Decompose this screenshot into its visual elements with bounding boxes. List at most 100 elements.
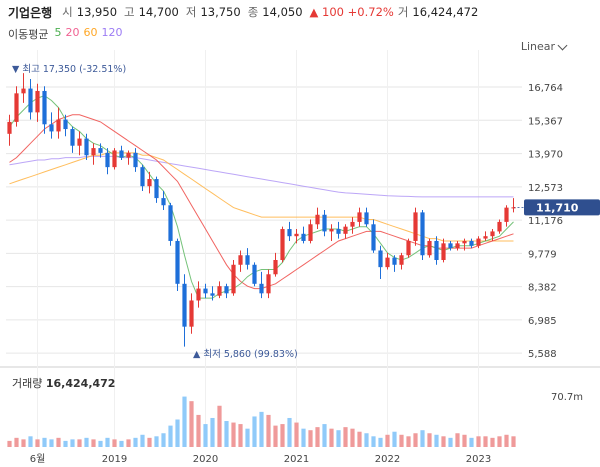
candle bbox=[273, 252, 278, 277]
candle bbox=[329, 224, 334, 241]
ma-5[interactable]: 5 bbox=[54, 26, 62, 39]
candle-body bbox=[371, 224, 376, 251]
candle-body bbox=[105, 152, 110, 168]
y-tick-label: 16,764 bbox=[528, 83, 563, 94]
volume-bar bbox=[329, 428, 334, 447]
candle-body bbox=[98, 148, 103, 153]
volume-bar bbox=[399, 434, 404, 447]
volume-bar bbox=[315, 427, 320, 447]
candle bbox=[462, 238, 467, 251]
candle-body bbox=[259, 283, 264, 294]
ma-20[interactable]: 20 bbox=[65, 26, 80, 39]
candle bbox=[77, 131, 82, 156]
candle bbox=[245, 248, 250, 270]
moving-average-legend[interactable]: 이동평균 5 20 60 120 bbox=[8, 26, 122, 42]
volume-bar bbox=[476, 436, 481, 447]
candle-body bbox=[357, 212, 362, 222]
candle-body bbox=[364, 212, 369, 225]
volume-bar bbox=[21, 439, 26, 447]
candle-body bbox=[35, 90, 40, 113]
volume-bar bbox=[294, 422, 299, 447]
candle-body bbox=[56, 119, 61, 132]
x-tick-label: 2020 bbox=[193, 454, 218, 465]
volume-bar bbox=[455, 433, 460, 447]
candle bbox=[357, 207, 362, 227]
volume-value: 16,424,472 bbox=[412, 5, 479, 19]
volume-bar bbox=[98, 440, 103, 447]
candles bbox=[7, 73, 516, 347]
volume-bar bbox=[259, 411, 264, 447]
candle bbox=[154, 176, 159, 203]
volume-bar bbox=[14, 437, 19, 447]
volume-bar bbox=[420, 430, 425, 447]
candle-body bbox=[182, 283, 187, 327]
volume-bar bbox=[154, 436, 159, 447]
y-tick-label: 6,985 bbox=[528, 316, 557, 327]
candle bbox=[448, 240, 453, 251]
candle-body bbox=[224, 286, 229, 294]
candle-body bbox=[238, 255, 243, 265]
candle-body bbox=[77, 138, 82, 146]
volume-bar bbox=[371, 436, 376, 447]
candle bbox=[378, 245, 383, 280]
candle-body bbox=[84, 138, 89, 156]
candle-body bbox=[462, 240, 467, 244]
volume-bar bbox=[462, 434, 467, 447]
candle bbox=[308, 219, 313, 244]
scale-label: Linear bbox=[520, 40, 555, 53]
candle-body bbox=[140, 167, 145, 187]
candle bbox=[112, 148, 117, 170]
volume-bar bbox=[441, 436, 446, 447]
volume-bar bbox=[504, 434, 509, 447]
y-tick-label: 8,382 bbox=[528, 283, 557, 294]
candle-body bbox=[161, 198, 166, 206]
candle-body bbox=[119, 150, 124, 158]
candle bbox=[175, 238, 180, 291]
volume-bar bbox=[469, 437, 474, 447]
volume-bar bbox=[210, 417, 215, 447]
volume-bar bbox=[364, 433, 369, 447]
ma-title: 이동평균 bbox=[8, 28, 49, 41]
candle-body bbox=[490, 231, 495, 237]
ma-120[interactable]: 120 bbox=[101, 26, 123, 39]
y-tick-label: 11,176 bbox=[528, 216, 563, 227]
candle-body bbox=[329, 229, 334, 232]
candle bbox=[343, 224, 348, 239]
volume-bar bbox=[273, 425, 278, 447]
candle bbox=[252, 262, 257, 287]
candle bbox=[336, 221, 341, 239]
candle bbox=[161, 190, 166, 210]
volume-bar bbox=[84, 437, 89, 447]
candle bbox=[497, 219, 502, 234]
candle bbox=[259, 271, 264, 299]
volume-bar bbox=[49, 439, 54, 447]
candle bbox=[168, 202, 173, 246]
candle bbox=[301, 226, 306, 244]
candle-body bbox=[455, 243, 460, 249]
candle bbox=[238, 250, 243, 272]
volume-bar bbox=[175, 419, 180, 447]
scale-dropdown[interactable]: Linear bbox=[520, 40, 568, 53]
candle bbox=[392, 255, 397, 272]
candle-body bbox=[203, 288, 208, 294]
volume-bar bbox=[245, 428, 250, 447]
candle-body bbox=[14, 93, 19, 122]
volume-bar bbox=[161, 433, 166, 447]
candle-body bbox=[210, 293, 215, 296]
volume-bar bbox=[483, 436, 488, 447]
candle bbox=[189, 293, 194, 334]
volume-panel-label: 거래량 bbox=[12, 377, 43, 390]
candle-body bbox=[504, 207, 509, 222]
price-header: 기업은행 시 13,950 고 14,700 저 13,750 종 14,050… bbox=[8, 3, 481, 21]
x-tick-label: 2021 bbox=[284, 454, 309, 465]
ma-60[interactable]: 60 bbox=[83, 26, 98, 39]
stock-name: 기업은행 bbox=[8, 5, 53, 20]
candle bbox=[84, 133, 89, 160]
candle-body bbox=[42, 90, 47, 125]
candle bbox=[399, 252, 404, 270]
x-tick-label: 2019 bbox=[102, 454, 127, 465]
y-tick-label: 13,970 bbox=[528, 150, 563, 161]
candle bbox=[504, 205, 509, 227]
candle-body bbox=[413, 212, 418, 241]
